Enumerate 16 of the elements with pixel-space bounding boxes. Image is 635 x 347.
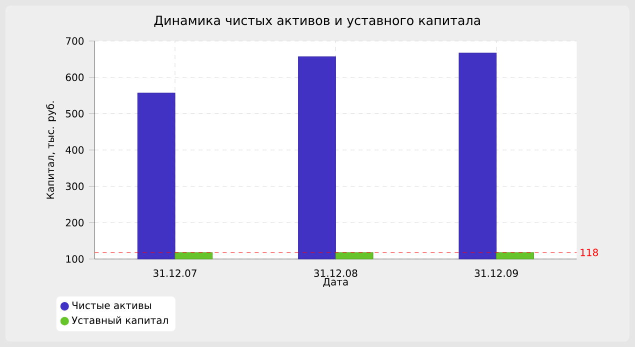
- ref-line-label: 118: [580, 248, 598, 256]
- y-tick-label: 300: [66, 182, 84, 190]
- legend-label: Чистые активы: [72, 302, 151, 310]
- y-tick-label: 400: [66, 146, 84, 154]
- x-tick-label: 31.12.07: [153, 269, 196, 277]
- y-tick-label: 500: [66, 110, 84, 118]
- y-tick-label: 700: [66, 37, 84, 45]
- legend-label: Уставный капитал: [72, 316, 168, 324]
- y-tick-label: 600: [66, 74, 84, 82]
- x-axis-title: Дата: [323, 278, 348, 287]
- y-tick-label: 200: [66, 218, 84, 226]
- chart-title: Динамика чистых активов и уставного капитала: [154, 16, 480, 28]
- y-tick-label: 100: [66, 255, 84, 263]
- x-tick-label: 31.12.08: [314, 269, 358, 277]
- y-axis-title: Капитал, тыс. руб.: [46, 101, 56, 199]
- x-tick-label: 31.12.09: [474, 269, 518, 277]
